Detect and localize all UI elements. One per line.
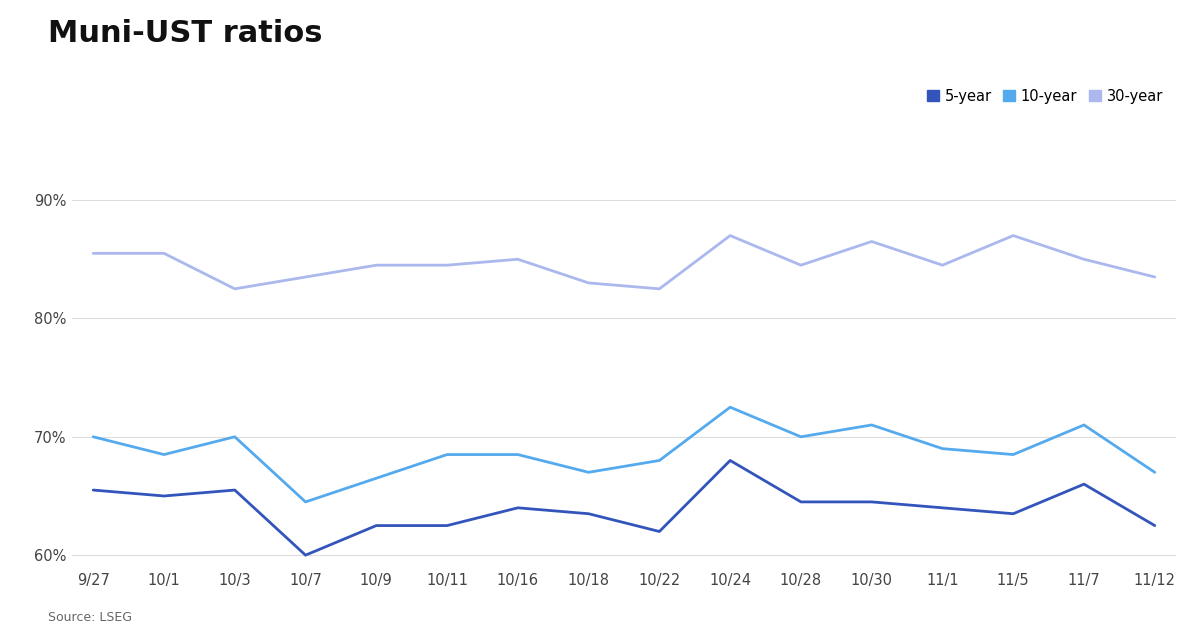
Line: 10-year: 10-year bbox=[94, 407, 1154, 502]
5-year bbox=[157, 492, 172, 500]
5-year bbox=[299, 551, 313, 559]
5-year bbox=[935, 504, 949, 512]
10-year bbox=[228, 433, 242, 440]
5-year bbox=[511, 504, 526, 512]
30-year bbox=[793, 261, 808, 269]
10-year bbox=[511, 451, 526, 459]
30-year bbox=[864, 238, 878, 245]
5-year bbox=[86, 486, 101, 494]
30-year bbox=[582, 279, 596, 287]
Text: Source: LSEG: Source: LSEG bbox=[48, 610, 132, 624]
5-year bbox=[582, 510, 596, 517]
10-year bbox=[935, 445, 949, 452]
30-year bbox=[228, 285, 242, 292]
5-year bbox=[1006, 510, 1020, 517]
10-year bbox=[793, 433, 808, 440]
5-year bbox=[722, 457, 737, 464]
10-year bbox=[722, 403, 737, 411]
5-year bbox=[1076, 480, 1091, 488]
Line: 30-year: 30-year bbox=[94, 236, 1154, 289]
30-year bbox=[370, 261, 384, 269]
10-year bbox=[864, 421, 878, 429]
Line: 5-year: 5-year bbox=[94, 461, 1154, 555]
10-year bbox=[1147, 469, 1162, 476]
10-year bbox=[157, 451, 172, 459]
10-year bbox=[582, 469, 596, 476]
10-year bbox=[1006, 451, 1020, 459]
30-year bbox=[440, 261, 455, 269]
5-year bbox=[1147, 522, 1162, 529]
10-year bbox=[440, 451, 455, 459]
5-year bbox=[440, 522, 455, 529]
Legend: 5-year, 10-year, 30-year: 5-year, 10-year, 30-year bbox=[922, 83, 1169, 110]
5-year bbox=[864, 498, 878, 506]
30-year bbox=[86, 249, 101, 257]
10-year bbox=[652, 457, 666, 464]
30-year bbox=[1147, 273, 1162, 281]
30-year bbox=[1076, 256, 1091, 263]
10-year bbox=[86, 433, 101, 440]
30-year bbox=[511, 256, 526, 263]
5-year bbox=[652, 528, 666, 536]
30-year bbox=[935, 261, 949, 269]
30-year bbox=[1006, 232, 1020, 239]
5-year bbox=[370, 522, 384, 529]
10-year bbox=[1076, 421, 1091, 429]
30-year bbox=[652, 285, 666, 292]
30-year bbox=[722, 232, 737, 239]
5-year bbox=[228, 486, 242, 494]
10-year bbox=[299, 498, 313, 506]
5-year bbox=[793, 498, 808, 506]
Text: Muni-UST ratios: Muni-UST ratios bbox=[48, 19, 323, 48]
30-year bbox=[157, 249, 172, 257]
30-year bbox=[299, 273, 313, 281]
10-year bbox=[370, 474, 384, 482]
